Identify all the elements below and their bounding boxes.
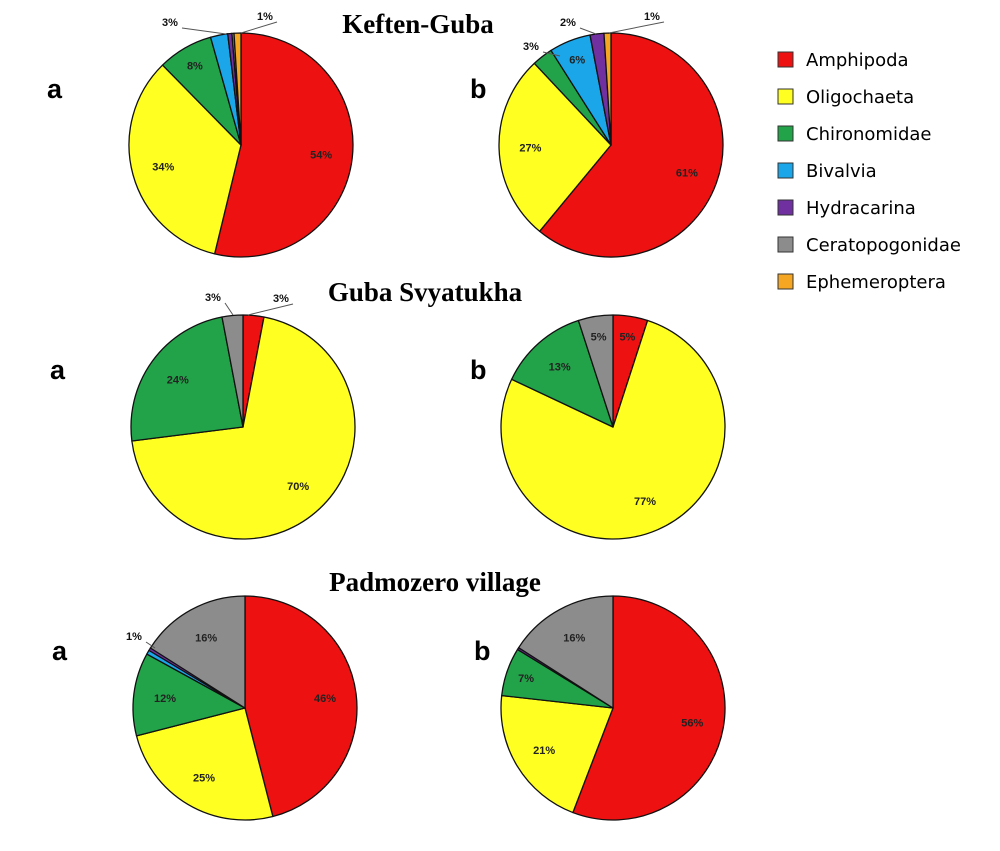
pie-guba-svyatukha-b-slice-ceratopogonidae — [577, 314, 614, 428]
pie-padmozero-village-a-label-amphipoda: 46% — [314, 693, 336, 705]
pie-guba-svyatukha-a-slice-ceratopogonidae — [221, 314, 244, 428]
legend-label-hydracarina: Hydracarina — [806, 198, 916, 219]
legend-swatch-oligochaeta — [777, 88, 794, 105]
pie-keften-guba-b-slice-amphipoda — [538, 32, 724, 258]
pie-keften-guba-a-slice-oligochaeta — [128, 64, 242, 255]
pie-guba-svyatukha-a-label-oligochaeta: 70% — [287, 481, 309, 493]
pie-padmozero-village-a-label-chironomidae: 12% — [154, 693, 176, 705]
legend-swatch-ephemeroptera — [777, 273, 794, 290]
panel-letter-padmozero-a: a — [52, 636, 68, 666]
panel-letter-keften-a: a — [47, 74, 63, 104]
pie-keften-guba-b-leader-ephemeroptera — [608, 21, 665, 34]
pie-keften-guba-a-slice-ephemeroptera — [233, 32, 242, 146]
pie-guba-svyatukha-a-label-chironomidae: 24% — [167, 375, 189, 387]
pie-keften-guba-a-label-oligochaeta: 34% — [152, 161, 174, 173]
pie-padmozero-village-b-label-ceratopogonidae: 16% — [563, 632, 585, 644]
legend-label-ephemeroptera: Ephemeroptera — [806, 272, 946, 293]
pie-padmozero-village-a-leader-bivalvia — [145, 641, 156, 649]
pie-guba-svyatukha-b-label-oligochaeta: 77% — [634, 496, 656, 508]
legend: Amphipoda Oligochaeta Chironomidae Bival… — [777, 50, 961, 293]
site-title-keften-guba: Keften-Guba — [342, 9, 494, 39]
pie-padmozero-village-a-label-bivalvia: 1% — [126, 631, 142, 643]
pie-keften-guba-a-label-chironomidae: 8% — [187, 61, 203, 73]
pie-padmozero-village-b-label-oligochaeta: 21% — [533, 745, 555, 757]
pie-charts: 54% 34% 8% 3% 1% 61% 27% 3% 6% 2% 1% 3% 70% 24% 3% 5% 77… — [126, 11, 726, 821]
pie-guba-svyatukha-a: 3% 70% 24% 3% — [130, 292, 356, 540]
pie-padmozero-village-a-slice-ceratopogonidae — [149, 595, 246, 709]
pie-keften-guba-a-leader-bivalvia — [181, 27, 227, 35]
panel-letter-padmozero-b: b — [474, 636, 491, 666]
pie-guba-svyatukha-a-slice-oligochaeta — [131, 316, 356, 540]
pie-padmozero-village-a-label-oligochaeta: 25% — [193, 772, 215, 784]
pie-padmozero-village-b-label-amphipoda: 56% — [681, 718, 703, 730]
pie-guba-svyatukha-a-label-ceratopogonidae: 3% — [205, 292, 221, 304]
pie-padmozero-village-a-label-ceratopogonidae: 16% — [195, 632, 217, 644]
legend-label-amphipoda: Amphipoda — [806, 50, 909, 71]
pie-keften-guba-a-leader-ephemeroptera — [240, 21, 278, 34]
panel-letter-svyatukha-a: a — [50, 355, 66, 385]
pie-keften-guba-b-slice-oligochaeta — [498, 62, 612, 232]
pie-keften-guba-b-label-bivalvia: 6% — [569, 55, 585, 67]
pie-guba-svyatukha-b-label-ceratopogonidae: 5% — [591, 331, 607, 343]
legend-item-hydracarina: Hydracarina — [777, 198, 916, 219]
panel-letter-svyatukha-b: b — [470, 355, 487, 385]
legend-item-oligochaeta: Oligochaeta — [777, 87, 914, 108]
legend-swatch-ceratopogonidae — [777, 236, 794, 253]
site-title-guba-svyatukha: Guba Svyatukha — [328, 277, 523, 307]
pie-padmozero-village-a-slice-chironomidae — [132, 653, 246, 737]
pie-keften-guba-b-leader-chironomidae — [542, 51, 561, 57]
legend-item-bivalvia: Bivalvia — [777, 161, 877, 182]
pie-padmozero-village-b-label-chironomidae: 7% — [518, 673, 534, 685]
pie-guba-svyatukha-a-leader-amphipoda — [247, 303, 294, 316]
pie-guba-svyatukha-a-label-amphipoda: 3% — [273, 293, 289, 305]
pie-guba-svyatukha-b-label-chironomidae: 13% — [549, 362, 571, 374]
pie-padmozero-village-b: 56% 21% 7% 16% — [500, 595, 726, 821]
pie-keften-guba-a: 54% 34% 8% 3% 1% — [128, 11, 354, 258]
legend-swatch-bivalvia — [777, 162, 794, 179]
pie-keften-guba-b-label-chironomidae: 3% — [523, 41, 539, 53]
pie-keften-guba-a-label-bivalvia: 3% — [162, 17, 178, 29]
legend-item-chironomidae: Chironomidae — [777, 124, 931, 145]
site-title-padmozero-village: Padmozero village — [329, 567, 541, 597]
pie-keften-guba-b: 61% 27% 3% 6% 2% 1% — [498, 11, 724, 258]
pie-guba-svyatukha-b-slice-oligochaeta — [500, 319, 726, 540]
pie-padmozero-village-b-slice-oligochaeta — [500, 694, 614, 814]
pie-keften-guba-b-label-amphipoda: 61% — [676, 167, 698, 179]
pie-keften-guba-b-label-hydracarina: 2% — [560, 17, 576, 29]
legend-label-chironomidae: Chironomidae — [806, 124, 931, 145]
pie-guba-svyatukha-b: 5% 77% 13% 5% — [500, 314, 726, 540]
pie-padmozero-village-b-slice-amphipoda — [572, 595, 726, 821]
legend-label-bivalvia: Bivalvia — [806, 161, 877, 182]
pie-keften-guba-a-label-amphipoda: 54% — [310, 150, 332, 162]
pie-padmozero-village-b-slice-ceratopogonidae — [517, 595, 614, 709]
pie-guba-svyatukha-b-label-amphipoda: 5% — [619, 331, 635, 343]
pie-padmozero-village-a: 46% 25% 12% 1% 16% — [126, 595, 358, 821]
pie-guba-svyatukha-b-slice-chironomidae — [511, 319, 614, 428]
legend-item-amphipoda: Amphipoda — [777, 50, 909, 71]
pie-padmozero-village-a-slice-oligochaeta — [135, 707, 274, 821]
pie-keften-guba-b-label-oligochaeta: 27% — [519, 143, 541, 155]
pie-keften-guba-b-label-ephemeroptera: 1% — [644, 11, 660, 23]
pie-keften-guba-b-leader-hydracarina — [579, 27, 597, 35]
legend-label-oligochaeta: Oligochaeta — [806, 87, 914, 108]
pie-keften-guba-a-slice-amphipoda — [213, 32, 354, 258]
pie-padmozero-village-a-slice-amphipoda — [244, 595, 358, 818]
legend-item-ephemeroptera: Ephemeroptera — [777, 272, 946, 293]
legend-swatch-amphipoda — [777, 51, 794, 68]
pie-guba-svyatukha-a-slice-chironomidae — [130, 316, 244, 442]
panel-letter-keften-b: b — [470, 74, 487, 104]
pie-guba-svyatukha-a-leader-ceratopogonidae — [224, 302, 234, 316]
legend-swatch-hydracarina — [777, 199, 794, 216]
legend-item-ceratopogonidae: Ceratopogonidae — [777, 235, 961, 256]
legend-label-ceratopogonidae: Ceratopogonidae — [806, 235, 961, 256]
pie-keften-guba-a-label-ephemeroptera: 1% — [257, 11, 273, 23]
legend-swatch-chironomidae — [777, 125, 794, 142]
